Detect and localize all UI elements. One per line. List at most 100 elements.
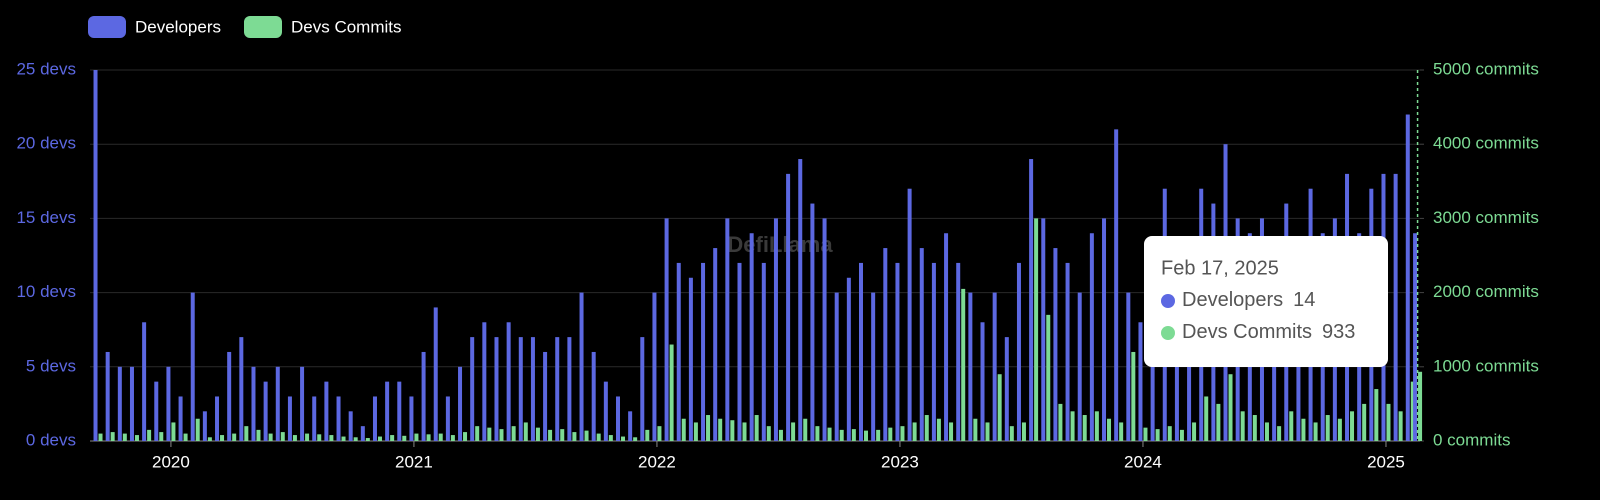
commits-bar	[608, 435, 613, 441]
developers-bar	[822, 218, 827, 441]
commits-bar	[523, 422, 528, 441]
y-tick-label: 10 devs	[16, 282, 76, 301]
commits-bar	[706, 415, 711, 441]
commits-bar	[1386, 403, 1391, 441]
commits-bar	[511, 426, 516, 441]
developers-bar	[1405, 114, 1410, 442]
developers-bar	[482, 322, 487, 441]
developers-bar	[518, 337, 523, 441]
tooltip-label: Developers 14	[1182, 289, 1315, 311]
developers-bar	[251, 366, 256, 441]
tooltip: Feb 17, 2025 Developers 14 Devs Commits 933	[1144, 236, 1388, 367]
developers-bar	[190, 292, 195, 441]
commits-bar	[110, 432, 115, 441]
developers-bar	[1393, 173, 1398, 441]
developers-bar	[470, 337, 475, 441]
commits-bar	[633, 437, 638, 441]
commits-bar	[1155, 429, 1160, 441]
developers-bar	[263, 381, 268, 441]
developers-bar	[761, 262, 766, 441]
commits-bar	[1277, 426, 1282, 441]
commits-bar	[402, 435, 407, 441]
commits-bar	[1410, 381, 1415, 441]
developers-bar	[543, 351, 548, 441]
commits-bar	[997, 374, 1002, 441]
developers-bar	[300, 366, 305, 441]
legend-label: Developers	[135, 17, 221, 36]
developers-bar	[227, 351, 232, 441]
developers-bar	[324, 381, 329, 441]
developers-bar	[1016, 262, 1021, 441]
developers-bar	[1413, 233, 1418, 441]
developers-bar	[1004, 337, 1009, 441]
commits-bar	[1143, 427, 1148, 441]
y-tick-label: 0 devs	[26, 430, 76, 449]
commits-bar	[1167, 426, 1172, 441]
commits-bar	[766, 426, 771, 441]
commits-bar	[1094, 411, 1099, 441]
tooltip-value: 933	[1322, 321, 1355, 343]
commits-bar	[377, 436, 382, 441]
developers-bar	[871, 292, 876, 441]
commits-bar	[584, 430, 589, 441]
commits-bar	[888, 427, 893, 441]
developers-bar	[591, 351, 596, 441]
commits-bar	[1058, 403, 1063, 441]
commits-bar	[1228, 374, 1233, 441]
commits-bar	[718, 418, 723, 441]
commits-bar	[1021, 422, 1026, 441]
commits-bar	[1216, 403, 1221, 441]
commits-bar	[487, 427, 492, 441]
legend-label: Devs Commits	[291, 17, 402, 36]
commits-bar	[305, 433, 310, 441]
commits-bar	[122, 433, 127, 441]
developers-bar	[433, 307, 438, 441]
developers-bar	[239, 337, 244, 441]
developers-bar	[919, 248, 924, 441]
x-tick-label: 2022	[638, 452, 676, 471]
watermark: DefiLlama	[727, 232, 833, 257]
tooltip-box	[1144, 236, 1388, 367]
developers-bar	[93, 70, 98, 441]
commits-bar	[754, 415, 759, 441]
commits-bar	[207, 437, 212, 441]
developers-bar	[640, 337, 645, 441]
commits-bar	[803, 418, 808, 441]
commits-bar	[1350, 411, 1355, 441]
commits-bar	[864, 430, 869, 441]
developers-bar	[287, 396, 292, 441]
commits-bar	[851, 429, 856, 441]
developers-bar	[907, 188, 912, 441]
developers-bar	[1077, 292, 1082, 441]
developers-bar	[944, 233, 949, 441]
commits-bar	[1313, 422, 1318, 441]
commits-bar	[195, 418, 200, 441]
developers-bar	[1065, 262, 1070, 441]
commits-bar	[657, 426, 662, 441]
commits-bar	[645, 429, 650, 441]
commits-bar	[1398, 411, 1403, 441]
commits-bar	[693, 422, 698, 441]
y2-tick-label: 4000 commits	[1433, 134, 1539, 153]
commits-bar	[827, 427, 832, 441]
developers-bar	[360, 426, 365, 441]
developers-bar	[445, 396, 450, 441]
commits-bar	[669, 344, 674, 441]
developers-bar	[312, 396, 317, 441]
commits-bar	[1374, 389, 1379, 441]
commits-bar	[949, 422, 954, 441]
commits-bar	[159, 432, 164, 441]
developers-bar	[798, 159, 803, 442]
developers-bar	[129, 366, 134, 441]
commits-bar	[1337, 418, 1342, 441]
developers-bar	[883, 248, 888, 441]
commits-bar	[414, 433, 419, 441]
commits-bar	[1301, 418, 1306, 441]
developers-bar	[859, 262, 864, 441]
commits-bar	[1082, 415, 1087, 441]
developers-bar	[992, 292, 997, 441]
developers-bar	[567, 337, 572, 441]
developers-bar	[458, 366, 463, 441]
commits-bar	[475, 426, 480, 441]
